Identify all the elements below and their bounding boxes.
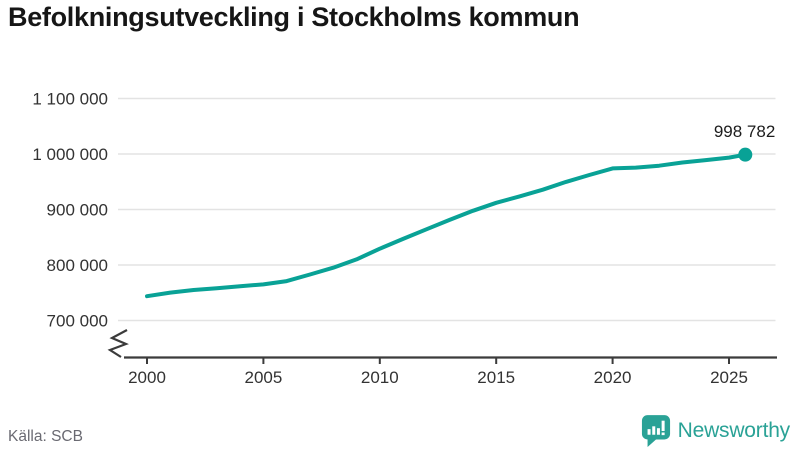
x-tick-label: 2000	[128, 368, 166, 387]
end-value-label: 998 782	[714, 122, 775, 141]
y-axis-break-icon	[107, 329, 129, 358]
y-tick-label: 1 000 000	[32, 145, 108, 164]
population-line	[145, 152, 748, 299]
x-axis	[107, 329, 777, 364]
x-tick-label: 2005	[244, 368, 282, 387]
x-tick-label: 2025	[710, 368, 748, 387]
newsworthy-logo-icon	[641, 415, 670, 447]
source-label: Källa: SCB	[8, 428, 83, 445]
y-tick-label: 900 000	[47, 201, 108, 220]
data-series: 998 782	[145, 122, 775, 299]
x-axis-labels: 2000 2005 2010 2015 2020 2025	[128, 368, 748, 387]
brand-name: Newsworthy	[677, 419, 791, 442]
logo-bar-chart-glyph	[647, 420, 665, 436]
brand-lockup: Newsworthy	[641, 414, 790, 448]
y-axis-labels: 1 100 000 1 000 000 900 000 800 000 700 000	[32, 90, 108, 331]
y-tick-label: 700 000	[47, 312, 108, 331]
chart-title: Befolkningsutveckling i Stockholms kommu…	[8, 2, 580, 32]
x-tick-label: 2010	[361, 368, 399, 387]
y-tick-label: 1 100 000	[32, 90, 108, 109]
x-tick-label: 2015	[477, 368, 515, 387]
y-tick-label: 800 000	[47, 256, 108, 275]
x-tick-label: 2020	[594, 368, 632, 387]
end-point-marker	[738, 147, 753, 162]
gridlines	[118, 97, 776, 322]
